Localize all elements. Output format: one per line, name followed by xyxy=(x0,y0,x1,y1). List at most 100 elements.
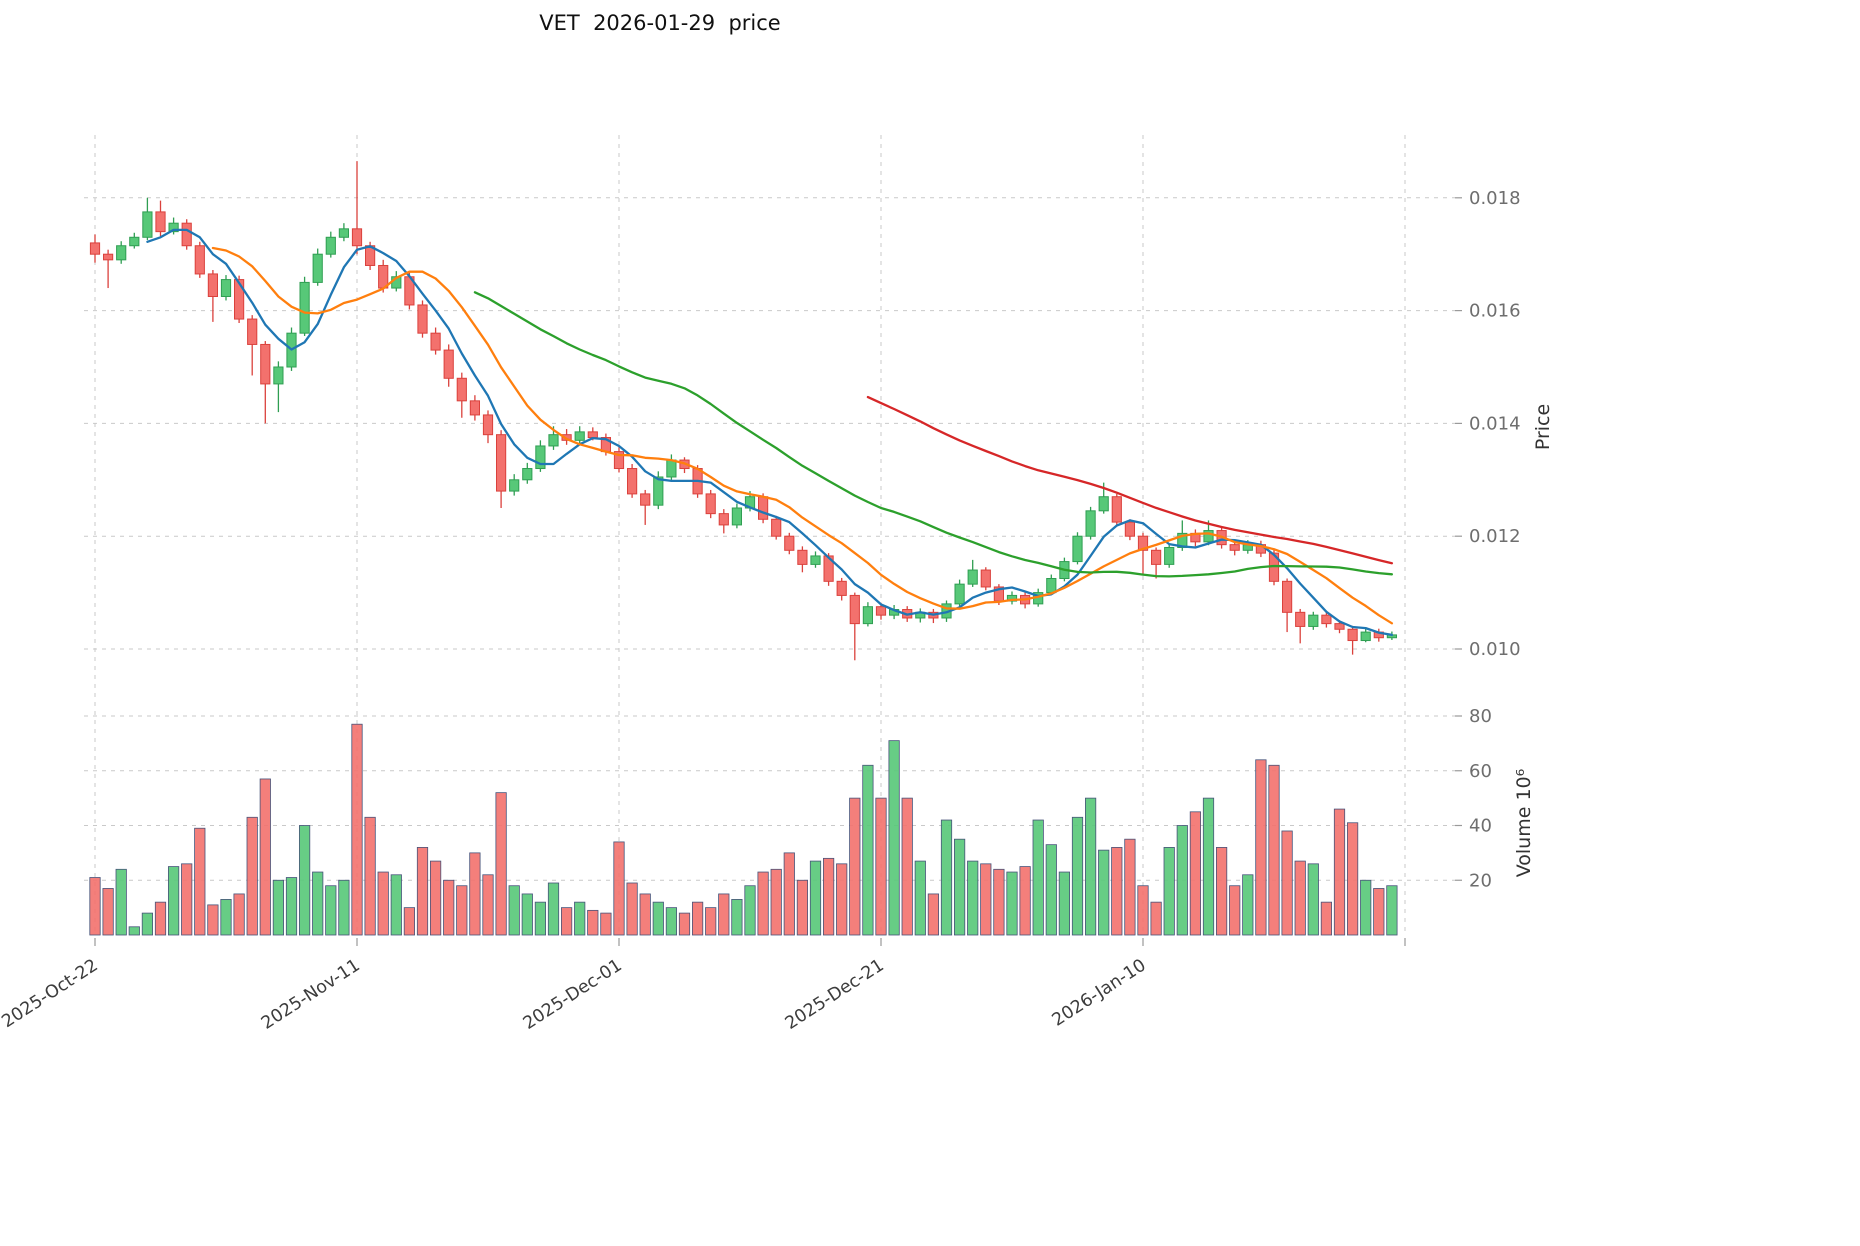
volume-tick-label: 60 xyxy=(1469,761,1492,782)
volume-bar xyxy=(823,857,835,936)
candle-body xyxy=(1295,611,1306,627)
volume-bar xyxy=(443,879,455,936)
candle-body xyxy=(273,366,284,385)
volume-bar xyxy=(796,879,809,936)
candle-body xyxy=(116,245,127,261)
volume-bar xyxy=(639,893,651,936)
volume-bar xyxy=(574,901,586,936)
volume-bar xyxy=(1242,874,1254,936)
candle-body xyxy=(469,400,480,416)
volume-bar xyxy=(246,816,258,936)
chart-title: VET 2026-01-29 price xyxy=(539,11,780,35)
ma-line-10 xyxy=(211,246,1394,625)
volume-bar xyxy=(128,926,140,936)
volume-bar xyxy=(1006,871,1018,936)
volume-bar xyxy=(1071,816,1084,936)
volume-bar xyxy=(1176,825,1188,936)
candle-body xyxy=(1046,578,1057,594)
volume-bar xyxy=(469,852,481,936)
candle-body xyxy=(548,434,559,447)
volume-bar xyxy=(89,877,101,936)
volume-bar xyxy=(862,764,874,936)
volume-bar xyxy=(325,885,337,936)
volume-bar xyxy=(534,901,547,936)
candle-body xyxy=(1072,535,1083,563)
volume-bar xyxy=(1045,844,1057,936)
candle-body xyxy=(234,279,245,320)
ma-line-5 xyxy=(146,228,1394,637)
candle-body xyxy=(574,431,585,441)
ma-line-60 xyxy=(866,395,1394,565)
price-tick-label: 0.018 xyxy=(1469,188,1521,209)
candle-body xyxy=(181,222,192,247)
volume-bar xyxy=(757,871,769,936)
candle-body xyxy=(155,211,166,233)
volume-bar xyxy=(1163,847,1175,936)
volume-bar xyxy=(377,871,389,936)
candle-body xyxy=(351,228,363,247)
volume-bar xyxy=(351,723,363,936)
candle-body xyxy=(142,211,153,238)
candle-body xyxy=(1164,546,1175,565)
volume-bar xyxy=(665,907,678,936)
candle-body xyxy=(1111,496,1122,523)
volume-bar xyxy=(901,797,913,936)
volume-bar xyxy=(312,871,324,936)
candle-body xyxy=(1137,535,1149,551)
volume-bar xyxy=(1085,797,1097,936)
volume-bar xyxy=(967,860,979,936)
volume-bar xyxy=(547,882,560,936)
candle-body xyxy=(496,434,507,492)
volume-bar xyxy=(115,868,127,936)
volume-bar xyxy=(1189,811,1201,936)
volume-bar xyxy=(1386,885,1398,936)
candle-body xyxy=(1334,623,1345,630)
candle-body xyxy=(653,476,664,506)
volume-bar xyxy=(783,852,795,936)
candle-body xyxy=(849,594,860,625)
volume-bar xyxy=(1373,888,1385,936)
moving-average-lines xyxy=(146,228,1394,637)
price-tick-label: 0.016 xyxy=(1469,301,1521,322)
candle-body xyxy=(1308,614,1319,627)
candle-body xyxy=(325,236,336,255)
volume-bar xyxy=(1347,822,1359,936)
volume-bars xyxy=(89,723,1398,936)
candle-body xyxy=(1321,614,1332,625)
candle-body xyxy=(980,569,991,588)
volume-bar xyxy=(600,912,612,936)
volume-bar xyxy=(836,863,848,936)
volume-bar xyxy=(403,907,416,936)
volume-bar xyxy=(1216,847,1228,936)
candle-body xyxy=(1282,580,1293,613)
volume-bar xyxy=(1294,860,1306,936)
volume-bar xyxy=(181,863,193,936)
candle-body xyxy=(875,606,887,616)
volume-bar xyxy=(298,825,311,936)
volume-bar xyxy=(1320,901,1332,936)
candle-body xyxy=(299,281,310,334)
candle-body xyxy=(666,459,677,478)
candle-body xyxy=(89,242,101,255)
volume-bar xyxy=(233,893,245,936)
candle-body xyxy=(731,507,742,526)
candle-body xyxy=(1151,549,1162,565)
price-tick-label: 0.012 xyxy=(1469,526,1521,547)
candle-body xyxy=(1229,544,1240,551)
price-tick-label: 0.010 xyxy=(1469,639,1521,660)
candle-body xyxy=(430,332,441,351)
candle-body xyxy=(417,304,428,334)
volume-bar xyxy=(705,907,717,936)
volume-bar xyxy=(980,863,992,936)
volume-bar xyxy=(692,901,704,936)
volume-bar xyxy=(364,816,376,936)
volume-bar xyxy=(259,778,271,936)
candle-body xyxy=(338,228,349,238)
volume-bar xyxy=(1268,764,1280,936)
volume-bar xyxy=(1150,901,1162,936)
volume-bar xyxy=(167,866,180,936)
candle-body xyxy=(194,245,205,275)
candle-body xyxy=(784,535,795,551)
volume-bar xyxy=(1098,849,1110,936)
